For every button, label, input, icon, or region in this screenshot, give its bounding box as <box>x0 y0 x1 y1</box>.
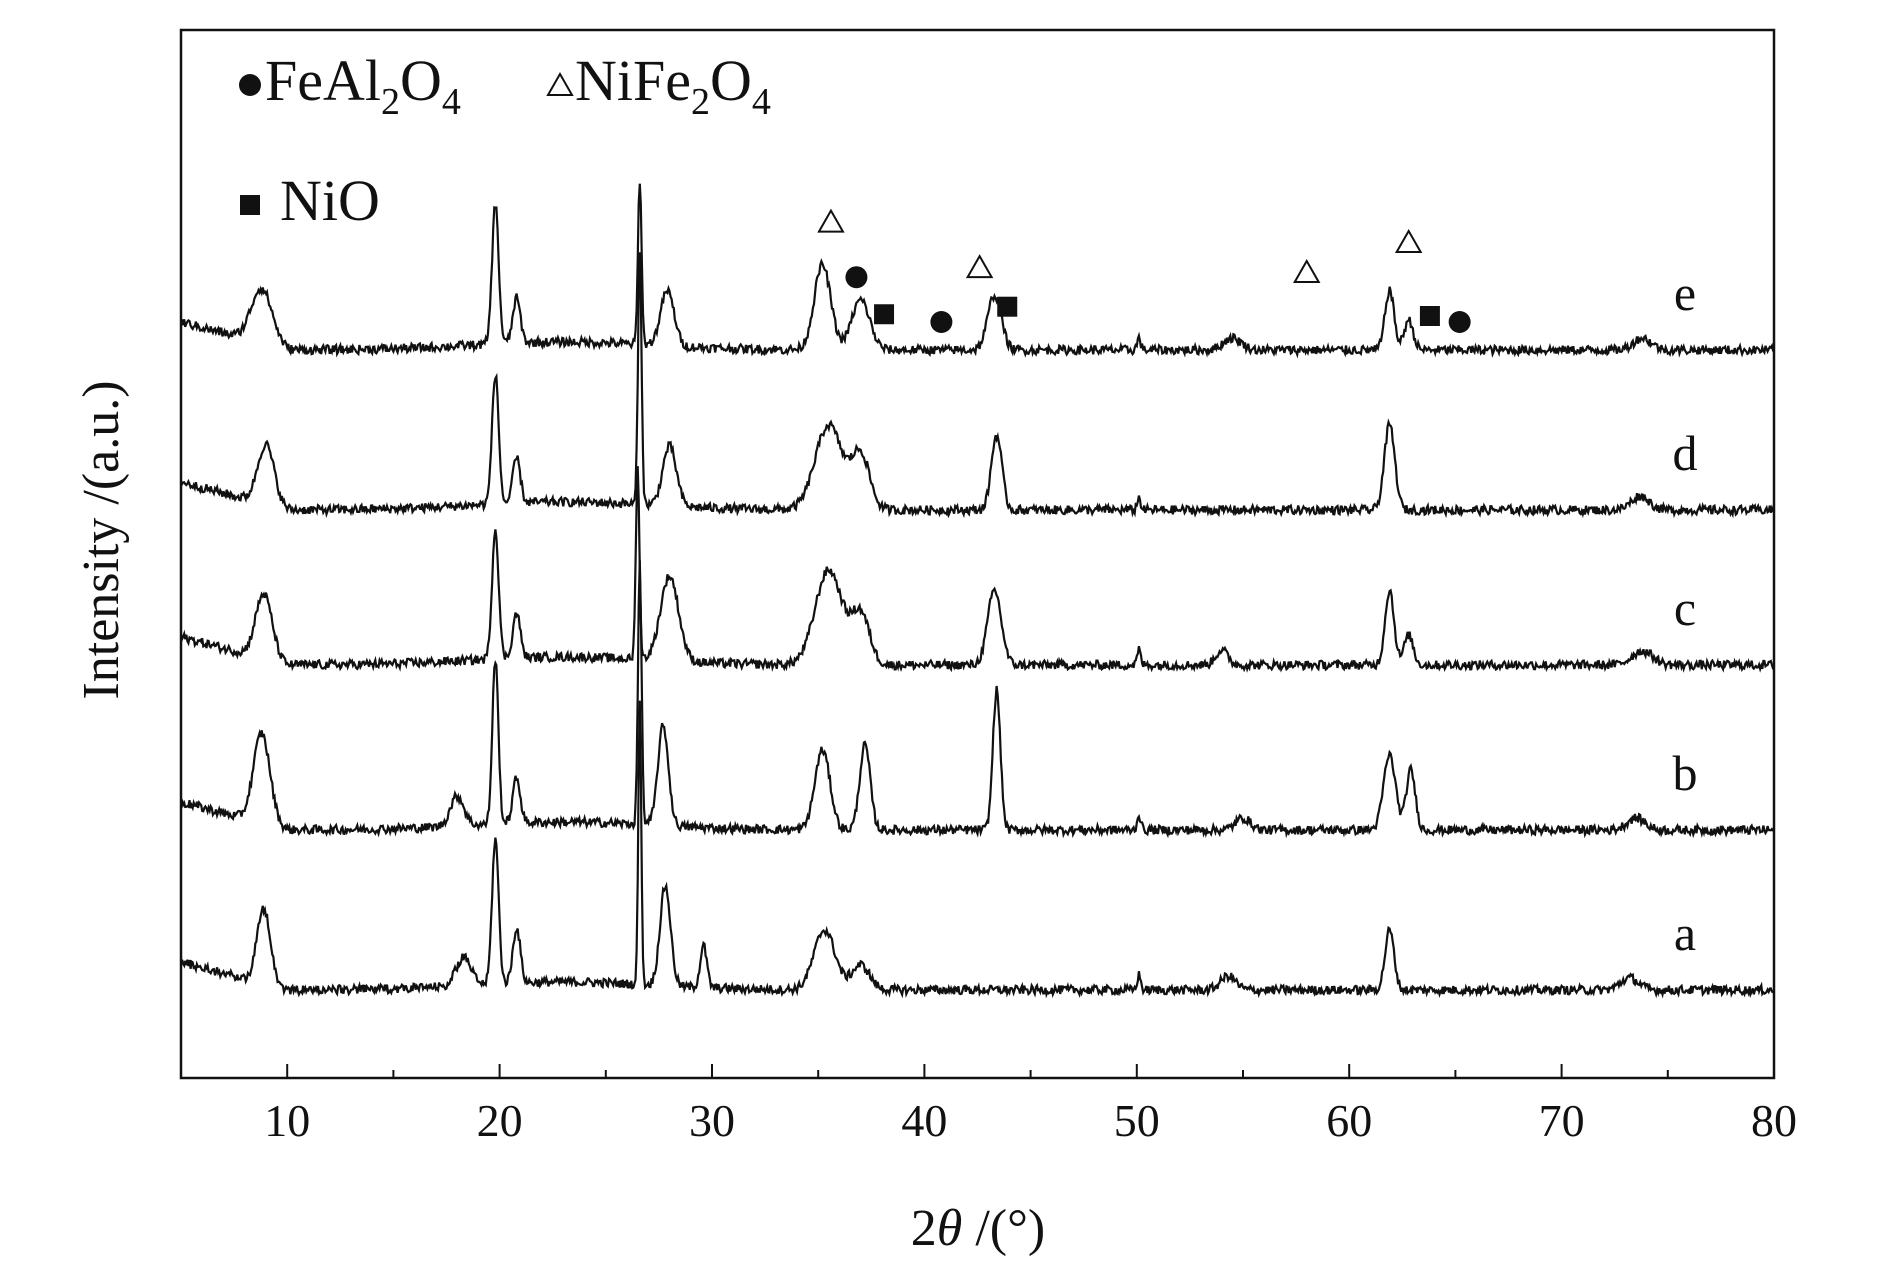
curve-label-d: d <box>1673 425 1698 481</box>
x-tick-label: 10 <box>264 1095 310 1146</box>
legend-entry-0-part-3: 4 <box>442 81 461 123</box>
x-tick-label: 50 <box>1114 1095 1160 1146</box>
series-line-c <box>179 466 1775 673</box>
x-axis-title-unit: /(°) <box>962 1200 1045 1257</box>
legend-entry-1: NiFe2O4 <box>575 48 771 123</box>
legend-filled-square-icon <box>240 195 260 215</box>
series-line-d <box>180 252 1775 519</box>
series-line-a <box>179 700 1775 999</box>
x-tick-label: 20 <box>477 1095 523 1146</box>
series-layer <box>179 183 1775 999</box>
curve-label-a: a <box>1674 905 1696 961</box>
legend-filled-circle-icon <box>239 74 261 96</box>
legend-entry-0: FeAl2O4 <box>265 48 461 123</box>
open-triangle-marker <box>965 254 994 279</box>
peak-markers <box>817 208 1471 333</box>
curve-labels: a b c d e <box>1673 265 1698 961</box>
legend-entry-0-part-0: FeAl <box>265 48 381 113</box>
legend-entry-1-part-3: 4 <box>752 81 771 123</box>
filled-circle-marker <box>1448 311 1471 333</box>
legend-entry-0-part-2: O <box>400 48 442 113</box>
legend-entry-0-part-1: 2 <box>381 81 400 123</box>
x-tick-label: 30 <box>689 1095 735 1146</box>
legend-entry-1-part-1: 2 <box>691 81 710 123</box>
curve-label-b: b <box>1673 745 1698 801</box>
legend-entry-1-part-2: O <box>710 48 752 113</box>
legend-open-triangle-icon <box>546 71 574 96</box>
filled-circle-marker <box>930 310 953 333</box>
x-tick-label: 40 <box>901 1095 947 1146</box>
series-line-e <box>180 183 1775 359</box>
curve-label-e: e <box>1674 265 1696 321</box>
filled-square-marker <box>1419 305 1440 326</box>
x-tick-label: 80 <box>1751 1095 1797 1146</box>
legend-entry-2-part-0: NiO <box>280 168 380 233</box>
y-axis-title: Intensity /(a.u.) <box>73 380 130 699</box>
curve-label-c: c <box>1674 580 1696 636</box>
x-tick-label: 70 <box>1539 1095 1585 1146</box>
x-axis-ticks: 10 20 30 40 50 60 70 80 <box>180 1064 1797 1146</box>
plot-frame <box>179 28 1776 1080</box>
x-axis-title-theta: θ <box>937 1200 963 1257</box>
legend-entry-1-part-0: NiFe <box>575 48 691 113</box>
x-tick-label: 60 <box>1326 1095 1372 1146</box>
filled-square-marker <box>874 304 895 325</box>
x-axis-title: 2θ /(°) <box>911 1200 1045 1257</box>
open-triangle-marker <box>1394 228 1423 253</box>
open-triangle-marker <box>1292 258 1321 283</box>
series-line-b <box>180 560 1775 839</box>
open-triangle-marker <box>817 208 845 233</box>
filled-square-marker <box>997 296 1018 317</box>
legend-entry-2: NiO <box>280 168 380 233</box>
x-axis-title-number: 2 <box>911 1200 937 1257</box>
filled-circle-marker <box>845 266 868 289</box>
